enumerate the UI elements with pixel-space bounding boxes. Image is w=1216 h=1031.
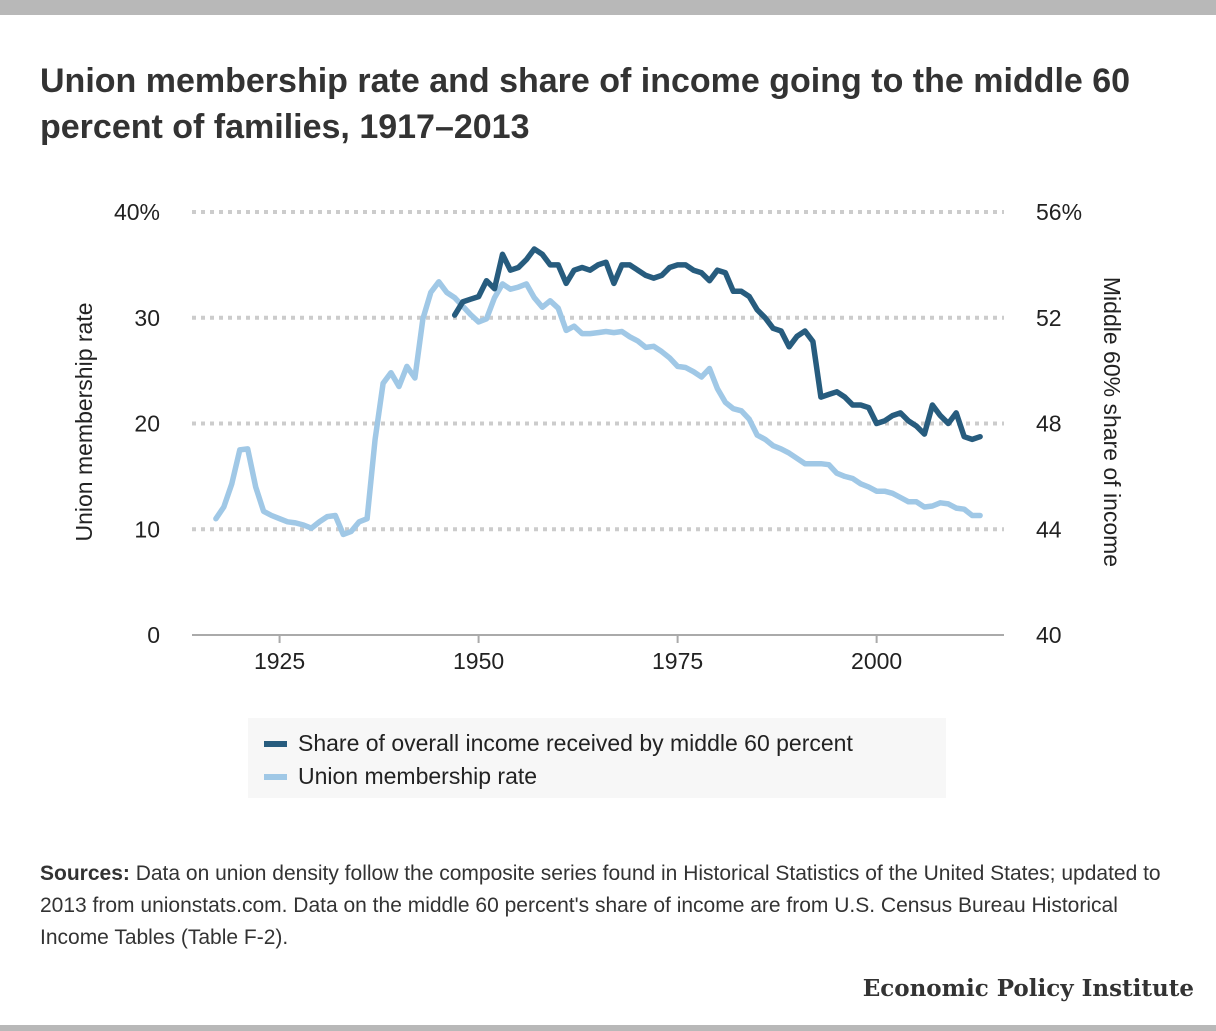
legend: Share of overall income received by midd… xyxy=(248,718,946,798)
y-right-tick-label: 48 xyxy=(1036,411,1062,437)
legend-swatch-income xyxy=(264,741,287,747)
y-left-tick-label: 0 xyxy=(147,622,160,648)
sources-text: Data on union density follow the composi… xyxy=(40,862,1161,949)
union-rate-series-line xyxy=(213,279,983,538)
gridlines xyxy=(192,210,1004,532)
y-right-tick-label: 40 xyxy=(1036,622,1062,648)
legend-label-income: Share of overall income received by midd… xyxy=(298,730,853,756)
axes: 0 40 10 44 20 48 30 52 40% 56% 1925 1950 1975 2000 xyxy=(114,199,1082,674)
right-axis-label: Middle 60% share of income xyxy=(1099,277,1125,567)
y-left-tick-label: 40% xyxy=(114,199,160,225)
y-right-tick-label: 52 xyxy=(1036,305,1062,331)
sources-note: Sources: Data on union density follow th… xyxy=(40,858,1180,954)
y-left-tick-label: 20 xyxy=(134,411,160,437)
legend-swatch-union xyxy=(264,774,287,780)
bottom-border xyxy=(0,1025,1216,1031)
y-left-tick-label: 10 xyxy=(134,516,160,542)
brand-logo-text: Economic Policy Institute xyxy=(862,975,1194,1002)
x-tick-label: 1975 xyxy=(652,648,703,674)
x-tick-label: 1950 xyxy=(453,648,504,674)
line-chart: 0 40 10 44 20 48 30 52 40% 56% 1925 1950 1975 2000 Un… xyxy=(71,199,1125,674)
y-left-tick-label: 30 xyxy=(134,305,160,331)
chart-title: Union membership rate and share of incom… xyxy=(40,62,1131,146)
sources-label: Sources: xyxy=(40,862,130,885)
income-share-series-line xyxy=(451,246,983,443)
y-right-tick-label: 44 xyxy=(1036,516,1062,542)
x-tick-label: 2000 xyxy=(851,648,902,674)
left-axis-label: Union membership rate xyxy=(71,302,97,541)
x-tick-label: 1925 xyxy=(254,648,305,674)
y-right-tick-label: 56% xyxy=(1036,199,1082,225)
series-lines xyxy=(213,246,983,538)
legend-label-union: Union membership rate xyxy=(298,763,538,789)
top-border xyxy=(0,0,1216,15)
